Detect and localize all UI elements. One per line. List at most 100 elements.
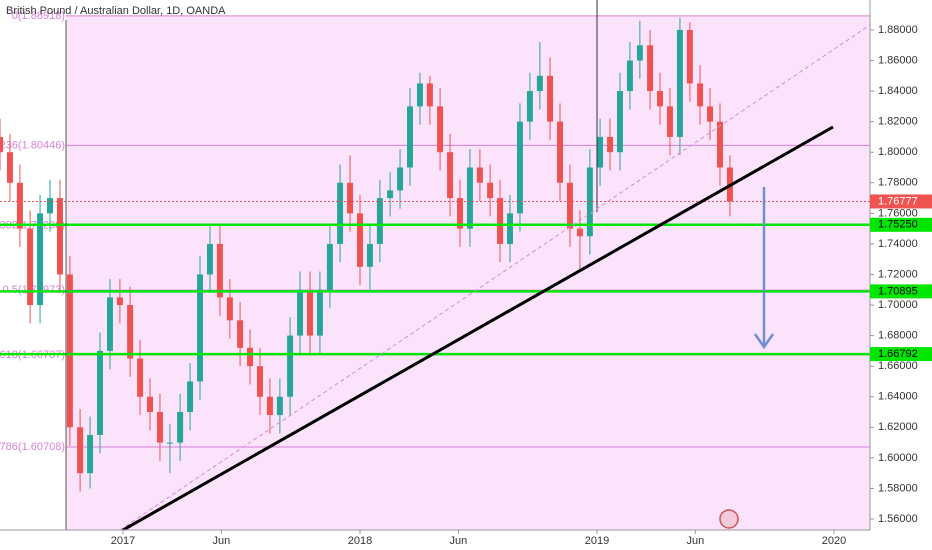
- candle-body: [137, 358, 144, 397]
- x-tick-label: 2020: [822, 535, 846, 547]
- fib-zone: 0(1.88918)0.236(1.80446)0.382(1.75208)0.…: [0, 10, 870, 531]
- level-label: 1.75250: [878, 219, 918, 231]
- level-badge: [870, 217, 932, 232]
- candle-body: [27, 228, 34, 306]
- candle-body: [297, 289, 304, 336]
- candle-body: [636, 45, 643, 61]
- candle-body: [247, 347, 254, 367]
- chart-title: British Pound / Australian Dollar, 1D, O…: [6, 5, 226, 17]
- candle-body: [376, 198, 383, 244]
- candle-body: [426, 83, 433, 107]
- fib-label: 0.236(1.80446): [0, 139, 65, 151]
- dashed-trend: [119, 24, 871, 531]
- y-tick-label: 1.76000: [878, 207, 918, 219]
- candle-body: [66, 274, 73, 428]
- candle-body: [307, 289, 313, 336]
- candle-body: [437, 106, 444, 153]
- y-tick-label: 1.74000: [878, 238, 918, 250]
- fib-label: 0.5(1.70973): [3, 284, 65, 296]
- candle-body: [357, 213, 363, 267]
- candle-body: [316, 289, 323, 336]
- candle-body: [707, 106, 714, 122]
- candle-body: [6, 152, 13, 183]
- fib-area: [66, 15, 870, 531]
- fib-label: 0(1.88918): [12, 10, 65, 22]
- x-tick-label: Jun: [212, 535, 230, 547]
- trend-line: [122, 125, 834, 532]
- y-tick-label: 1.78000: [878, 177, 918, 189]
- y-tick-label: 1.58000: [878, 482, 918, 494]
- y-tick-label: 1.88000: [878, 24, 918, 36]
- candle-body: [557, 121, 563, 183]
- fib-label: 0.786(1.60708): [0, 441, 65, 453]
- candle-body: [647, 45, 654, 92]
- annotations: [65, 0, 871, 532]
- candle-body: [607, 136, 614, 153]
- candle-body: [526, 91, 533, 122]
- candle-body: [326, 243, 333, 290]
- candle-body: [237, 320, 244, 348]
- candle-body: [657, 91, 664, 107]
- candle-body: [56, 198, 63, 275]
- candle-body: [476, 167, 483, 183]
- candle-body: [576, 228, 583, 237]
- candle-body: [127, 305, 134, 359]
- candle-body: [106, 297, 113, 351]
- y-tick-label: 1.62000: [878, 421, 918, 433]
- candle-body: [0, 136, 3, 153]
- arrow-head: [753, 333, 775, 350]
- candle-body: [16, 182, 23, 229]
- y-tick-label: 1.82000: [878, 116, 918, 128]
- candle-body: [197, 274, 204, 382]
- x-tick-label: 2019: [585, 535, 609, 547]
- candle-body: [147, 396, 154, 413]
- candle-body: [77, 427, 84, 474]
- candle-body: [686, 29, 693, 84]
- y-tick-label: 1.84000: [878, 85, 918, 97]
- candle-body: [216, 243, 223, 298]
- time-axis: [0, 530, 870, 550]
- candle-body: [626, 60, 633, 92]
- candle-body: [37, 213, 44, 306]
- candle-body: [616, 91, 623, 153]
- candle-body: [177, 412, 184, 443]
- candle-body: [276, 396, 283, 416]
- candle-body: [457, 198, 463, 229]
- y-tick-label: 1.60000: [878, 452, 918, 464]
- y-tick-label: 1.80000: [878, 146, 918, 158]
- candle-body: [387, 190, 394, 199]
- candle-body: [566, 182, 573, 229]
- candle-body: [166, 442, 173, 444]
- y-tick-label: 1.86000: [878, 54, 918, 66]
- x-tick-label: Jun: [449, 535, 467, 547]
- y-tick-label: 1.70000: [878, 299, 918, 311]
- candle-body: [397, 167, 404, 191]
- candle-body: [407, 106, 413, 168]
- logo: [719, 509, 739, 529]
- candle-body: [47, 198, 53, 214]
- candle-body: [536, 75, 543, 92]
- y-tick-label: 1.66000: [878, 360, 918, 372]
- candle-body: [226, 297, 233, 321]
- candle-body: [337, 182, 344, 244]
- candle-body: [256, 366, 263, 397]
- candle-body: [156, 412, 163, 443]
- candle-body: [116, 297, 123, 306]
- x-tick-label: 2018: [348, 535, 372, 547]
- candle-body: [347, 182, 354, 214]
- level-label: 1.66792: [878, 348, 918, 360]
- last-price-badge: [870, 194, 932, 209]
- candle-body: [516, 121, 523, 214]
- level-label: 1.70895: [878, 285, 918, 297]
- price-axis: [870, 0, 932, 550]
- candle-body: [97, 350, 103, 435]
- candle-body: [716, 121, 723, 168]
- candle-body: [447, 152, 454, 199]
- candle-body: [366, 243, 373, 267]
- candle-body: [666, 106, 673, 137]
- y-tick-label: 1.64000: [878, 391, 918, 403]
- candle-body: [287, 335, 294, 397]
- candle-body: [416, 83, 423, 107]
